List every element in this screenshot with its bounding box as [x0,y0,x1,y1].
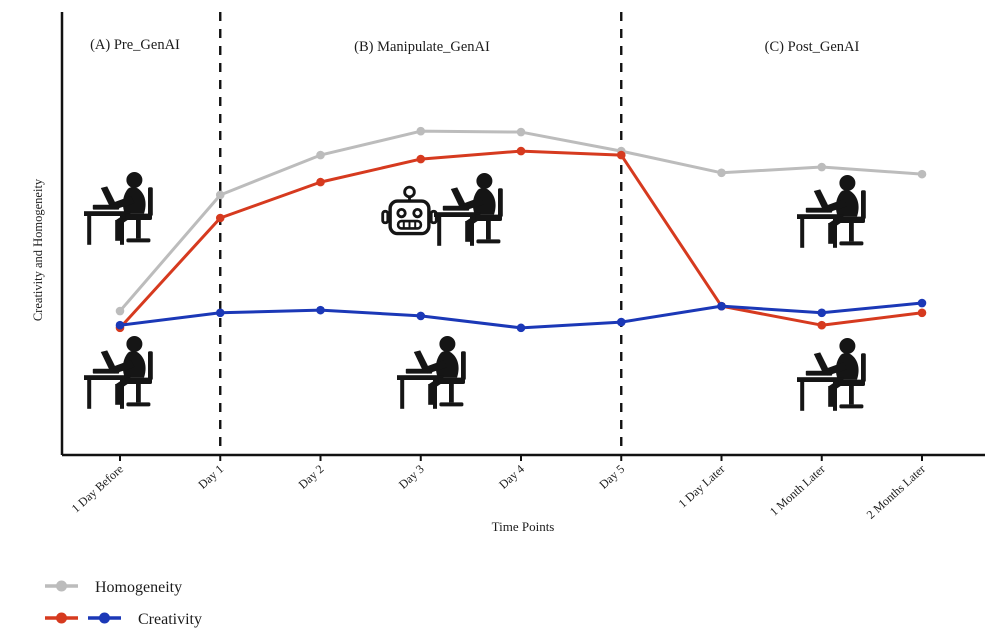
data-point [215,308,225,318]
x-axis-title: Time Points [492,519,555,534]
data-point [316,177,325,187]
x-tick-label: 1 Day Later [676,462,728,511]
legend-item-creativity: Creativity [45,611,202,628]
x-tick-label: 1 Day Before [69,462,126,516]
x-tick-label: Day 2 [296,462,327,492]
data-point [516,127,526,137]
data-point [717,301,726,311]
robot-icon [381,185,438,236]
panel-label-post-genai: (C) Post_GenAI [765,39,860,55]
data-point [215,190,225,200]
x-tick-label: Day 5 [596,462,627,492]
data-point [416,311,426,321]
data-point [516,323,526,333]
person-at-desk-icon [434,173,503,246]
x-tick-label: Day 1 [195,462,226,492]
data-point [316,305,325,315]
data-point [115,306,125,316]
homogeneity-legend-dot [56,580,67,592]
x-tick-label: Day 4 [496,462,527,492]
data-point [316,150,325,160]
data-point [416,126,426,136]
data-point [817,308,827,318]
data-point [917,308,927,318]
x-tick-label: 2 Months Later [864,462,928,522]
person-at-desk-icon [797,338,866,411]
plot-area: 1 Day Before Day 1 Day 2 Day 3 Day 4 Day 5 1 D… [60,12,985,522]
y-axis-title: Creativity and Homogeneity [31,178,45,321]
x-tick-label: Day 3 [396,462,427,492]
panel-label-pre-genai: (A) Pre_GenAI [90,37,180,53]
panel-label-manipulate-genai: (B) Manipulate_GenAI [354,39,490,55]
legend: Homogeneity Creativity [45,579,202,628]
legend-item-homogeneity: Homogeneity [45,579,182,596]
data-point [516,146,526,156]
data-point [917,298,927,308]
x-tick-label: 1 Month Later [767,462,828,519]
data-point [817,162,827,172]
data-point [616,317,626,327]
legend-label-creativity: Creativity [138,611,202,628]
person-at-desk-icon [797,175,866,248]
creativity-blue-legend-dot [99,612,110,624]
creativity-red-legend-dot [56,612,67,624]
data-point [616,150,626,160]
data-point [717,168,726,178]
data-point [817,320,827,330]
data-point [215,213,225,223]
data-point [416,154,426,164]
person-at-desk-icon [84,172,153,245]
person-at-desk-icon [84,336,153,409]
legend-label-homogeneity: Homogeneity [95,579,182,596]
person-at-desk-icon [397,336,466,409]
data-point [115,320,125,330]
data-point [917,169,927,179]
